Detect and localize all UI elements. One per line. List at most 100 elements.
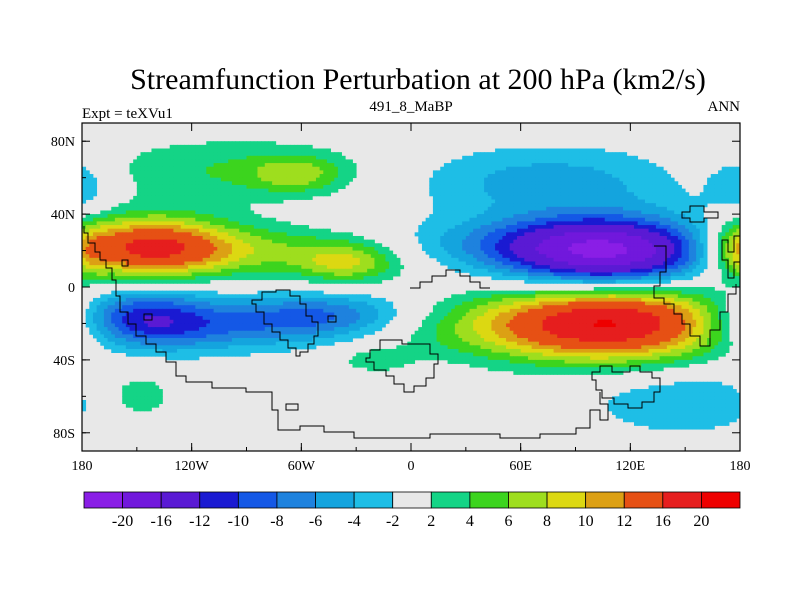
field-cell xyxy=(729,268,734,273)
field-cell xyxy=(582,170,587,175)
field-cell xyxy=(615,261,620,266)
field-cell xyxy=(582,228,587,233)
field-cell xyxy=(644,265,650,270)
field-cell xyxy=(619,250,624,255)
field-cell xyxy=(454,225,459,230)
field-cell xyxy=(103,239,108,244)
field-cell xyxy=(538,257,543,262)
field-cell xyxy=(568,155,573,160)
field-cell xyxy=(491,268,496,273)
field-cell xyxy=(681,239,686,244)
field-cell xyxy=(326,272,331,277)
field-cell xyxy=(396,265,401,270)
field-cell xyxy=(147,214,152,219)
field-cell xyxy=(495,163,500,168)
field-cell xyxy=(166,170,171,175)
field-cell xyxy=(520,177,525,182)
field-cell xyxy=(648,199,653,204)
field-cell xyxy=(487,268,492,273)
field-cell xyxy=(191,225,196,230)
field-cell xyxy=(348,254,353,259)
field-cell xyxy=(579,199,584,204)
field-cell xyxy=(279,166,284,171)
field-cell xyxy=(184,210,189,215)
field-cell xyxy=(663,210,668,215)
field-cell xyxy=(549,155,554,160)
field-cell xyxy=(103,235,108,241)
field-cell xyxy=(239,276,244,281)
field-cell xyxy=(290,257,295,262)
field-cell xyxy=(729,257,734,262)
field-cell xyxy=(619,272,624,277)
field-cell xyxy=(524,170,529,175)
field-cell xyxy=(553,228,558,233)
field-cell xyxy=(184,268,189,273)
field-cell xyxy=(290,250,295,255)
field-cell xyxy=(177,195,182,200)
field-cell xyxy=(484,232,489,237)
field-cell xyxy=(729,239,734,244)
field-cell xyxy=(469,203,474,208)
field-cell xyxy=(535,181,540,186)
field-cell xyxy=(202,210,207,215)
field-cell xyxy=(286,225,291,230)
field-cell xyxy=(480,250,485,255)
field-cell xyxy=(458,246,463,251)
field-cell xyxy=(279,159,284,164)
field-cell xyxy=(125,276,130,281)
field-cell xyxy=(655,217,660,222)
field-cell xyxy=(677,188,682,193)
field-cell xyxy=(732,235,737,241)
field-cell xyxy=(162,272,167,277)
field-cell xyxy=(615,221,620,226)
field-cell xyxy=(272,192,277,197)
field-cell xyxy=(506,199,511,204)
field-cell xyxy=(487,192,492,197)
field-cell xyxy=(502,239,507,244)
field-cell xyxy=(542,199,547,204)
field-cell xyxy=(736,192,740,197)
field-cell xyxy=(264,155,269,160)
field-cell xyxy=(593,221,598,226)
field-cell xyxy=(275,265,280,270)
field-cell xyxy=(637,232,642,237)
field-cell xyxy=(209,257,214,262)
field-cell xyxy=(118,203,123,208)
field-cell xyxy=(122,203,127,208)
field-cell xyxy=(604,265,609,270)
field-cell xyxy=(169,268,174,273)
field-cell xyxy=(582,210,587,215)
field-cell xyxy=(345,174,350,179)
field-cell xyxy=(144,235,149,241)
field-cell xyxy=(363,261,368,266)
field-cell xyxy=(721,235,726,241)
field-cell xyxy=(484,250,489,255)
field-cell xyxy=(520,254,525,259)
field-cell xyxy=(440,181,445,186)
field-cell xyxy=(560,206,565,211)
field-cell xyxy=(502,152,507,157)
field-cell xyxy=(718,181,723,186)
field-cell xyxy=(666,184,671,189)
field-cell xyxy=(180,166,185,171)
field-cell xyxy=(173,272,178,277)
field-cell xyxy=(436,246,441,251)
field-cell xyxy=(659,239,664,244)
field-cell xyxy=(169,155,174,160)
field-cell xyxy=(301,163,306,168)
field-cell xyxy=(290,184,295,189)
field-cell xyxy=(242,155,247,160)
field-cell xyxy=(568,184,573,189)
field-cell xyxy=(250,163,255,168)
field-cell xyxy=(506,261,511,266)
field-cell xyxy=(191,268,196,273)
field-cell xyxy=(692,199,697,204)
field-cell xyxy=(180,195,185,200)
field-cell xyxy=(579,221,584,226)
field-cell xyxy=(209,254,214,259)
field-cell xyxy=(242,265,247,270)
field-cell xyxy=(440,250,445,255)
field-cell xyxy=(597,210,602,215)
field-cell xyxy=(473,170,478,175)
field-cell xyxy=(432,239,437,244)
